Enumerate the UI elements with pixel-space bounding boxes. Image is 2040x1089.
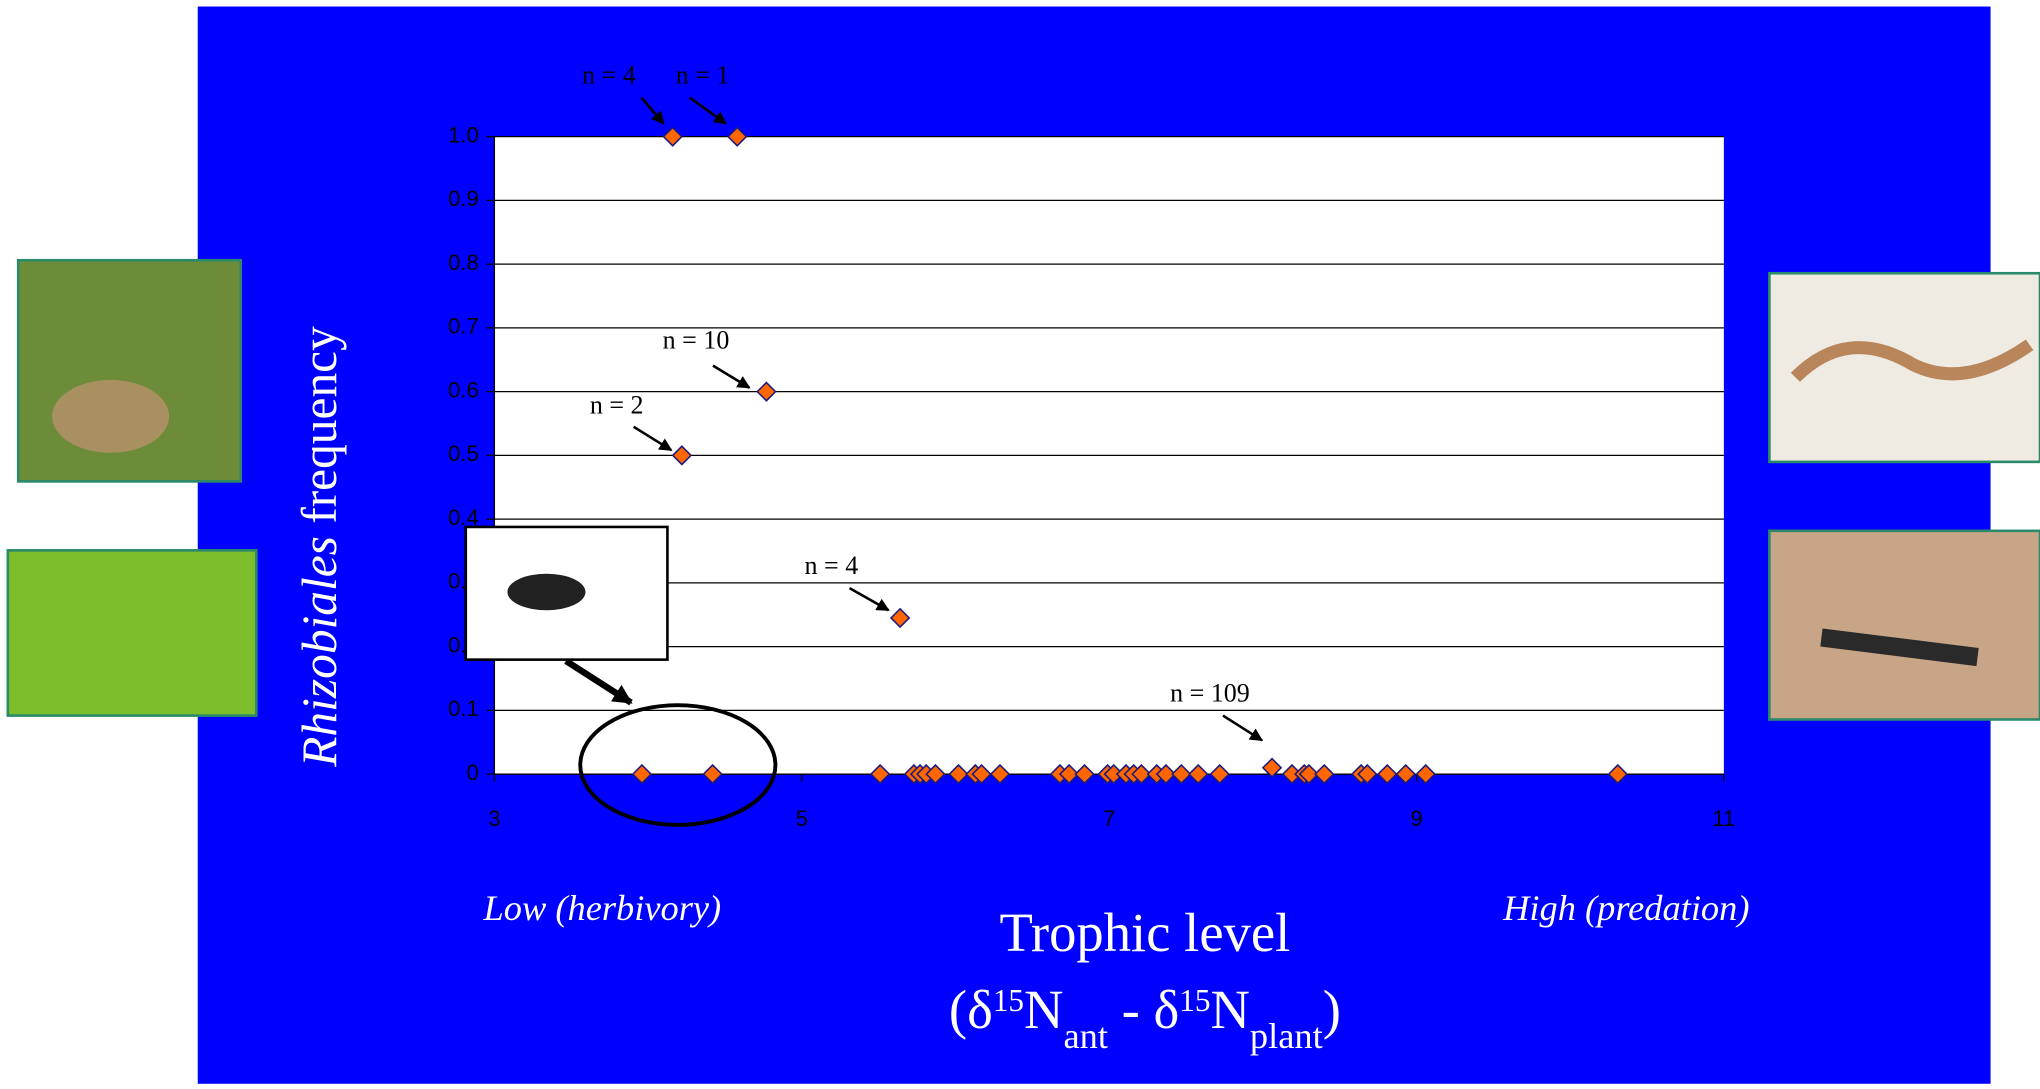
inset-ant bbox=[507, 573, 586, 611]
y-tick-label: 0.6 bbox=[448, 377, 479, 402]
point bbox=[1209, 763, 1230, 785]
inset-arrow bbox=[564, 658, 633, 706]
y-axis-label-rest: frequency bbox=[293, 326, 348, 536]
point bbox=[1314, 763, 1335, 785]
x-axis-formula: (δ15Nant - δ15Nplant) bbox=[949, 979, 1341, 1056]
annotation: n = 109 bbox=[1170, 678, 1250, 707]
annotation-arrow bbox=[712, 364, 751, 389]
point bbox=[1298, 763, 1320, 785]
y-tick-label: 0.5 bbox=[448, 441, 479, 466]
x-high-label: High (predation) bbox=[1502, 888, 1749, 928]
formula-part: plant bbox=[1250, 1016, 1323, 1056]
x-tick-label: 9 bbox=[1410, 806, 1422, 831]
x-tick-label: 5 bbox=[796, 806, 808, 831]
y-tick-label: 0.9 bbox=[448, 186, 479, 211]
point bbox=[989, 763, 1011, 785]
point bbox=[1188, 763, 1209, 785]
annotation-arrow bbox=[848, 586, 890, 612]
annotation: n = 1 bbox=[676, 60, 730, 89]
point bbox=[702, 763, 723, 785]
point bbox=[726, 126, 748, 147]
photos bbox=[6, 258, 2040, 721]
grid: 00.10.20.30.40.50.60.70.80.91.03 5 7 9 11 bbox=[448, 122, 1735, 831]
point bbox=[756, 381, 777, 402]
point bbox=[1074, 763, 1095, 785]
annotations: n = 4 n = 1 n = 10 n = 2 n = 4 n = 109 bbox=[582, 60, 1264, 742]
annotation-arrow bbox=[632, 425, 673, 452]
point bbox=[1377, 763, 1398, 785]
point bbox=[1131, 763, 1152, 785]
point bbox=[1415, 763, 1436, 785]
point bbox=[1171, 763, 1192, 785]
y-tick-label: 0 bbox=[466, 760, 478, 785]
point bbox=[1357, 763, 1378, 785]
photo bbox=[6, 549, 258, 717]
point bbox=[925, 763, 946, 785]
point bbox=[662, 126, 683, 147]
point bbox=[631, 763, 653, 785]
annotation: n = 10 bbox=[663, 326, 730, 355]
point bbox=[869, 763, 891, 785]
formula-part: ant bbox=[1063, 1016, 1107, 1056]
point bbox=[1607, 763, 1629, 785]
point bbox=[1058, 763, 1080, 785]
annotation-arrow bbox=[1222, 714, 1264, 742]
x-tick-label: 7 bbox=[1103, 806, 1115, 831]
formula-part: (δ bbox=[949, 979, 993, 1040]
photo-detail bbox=[1790, 339, 2034, 383]
point bbox=[671, 445, 693, 466]
point bbox=[971, 763, 992, 785]
y-axis-label-italic: Rhizobiales bbox=[293, 536, 348, 768]
point bbox=[1155, 763, 1177, 785]
y-tick-label: 1.0 bbox=[448, 122, 479, 147]
y-tick-label: 0.1 bbox=[448, 696, 479, 721]
photo-detail bbox=[1820, 628, 1979, 667]
photo bbox=[1768, 529, 2040, 721]
point bbox=[948, 763, 969, 785]
x-tick-label: 11 bbox=[1712, 806, 1735, 831]
annotation: n = 4 bbox=[582, 60, 636, 89]
annotation-arrow bbox=[688, 96, 728, 125]
formula-part: N bbox=[1210, 979, 1249, 1040]
highlight-ellipse bbox=[578, 703, 778, 827]
point bbox=[1395, 763, 1416, 785]
annotation: n = 4 bbox=[805, 551, 859, 580]
x-low-label: Low (herbivory) bbox=[483, 888, 722, 928]
formula-part: 15 bbox=[993, 982, 1024, 1017]
formula-part: - δ bbox=[1108, 979, 1179, 1040]
y-axis-label: Rhizobiales frequency bbox=[293, 326, 348, 768]
annotation-arrow bbox=[640, 96, 665, 125]
x-axis-label: Trophic level bbox=[999, 902, 1290, 963]
photo-detail bbox=[52, 379, 170, 453]
points bbox=[631, 126, 1629, 785]
y-tick-label: 0.8 bbox=[448, 250, 479, 275]
formula-part: ) bbox=[1323, 979, 1341, 1040]
point bbox=[889, 607, 911, 629]
formula-part: 15 bbox=[1179, 982, 1210, 1017]
y-tick-label: 0.7 bbox=[448, 314, 479, 339]
formula-part: N bbox=[1024, 979, 1063, 1040]
annotation: n = 2 bbox=[590, 391, 644, 420]
x-tick-label: 3 bbox=[488, 806, 500, 831]
point bbox=[1261, 757, 1283, 778]
